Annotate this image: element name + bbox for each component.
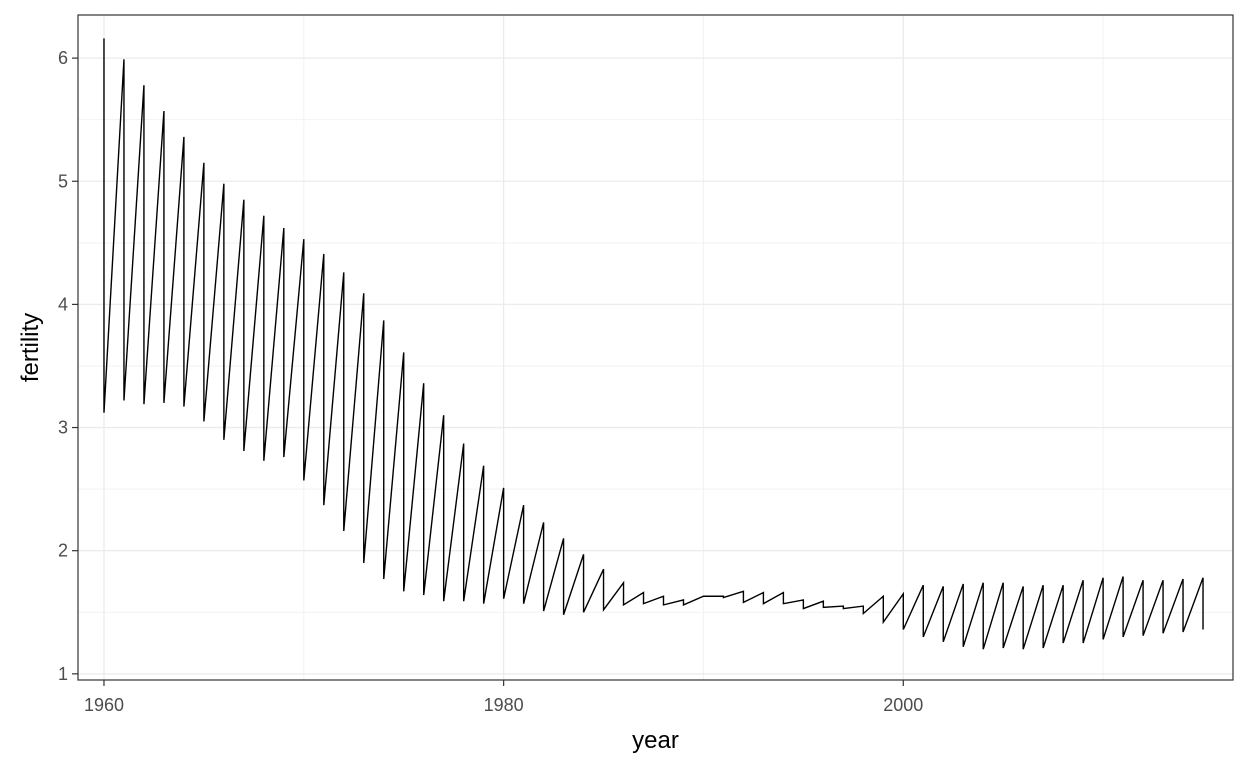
- series-line-0: [103, 38, 1204, 650]
- plot-panel-background: [78, 15, 1233, 680]
- y-tick-label: 6: [58, 48, 68, 68]
- x-tick-label: 1980: [484, 695, 524, 715]
- y-tick-label: 4: [58, 294, 68, 314]
- y-tick-label: 1: [58, 664, 68, 684]
- x-axis-title: year: [632, 727, 679, 754]
- series-layer: [103, 38, 1204, 650]
- x-axis-ticks: 1960 1980 2000: [84, 680, 923, 715]
- x-tick-label: 1960: [84, 695, 124, 715]
- y-tick-label: 3: [58, 418, 68, 438]
- y-tick-label: 5: [58, 171, 68, 191]
- y-axis-ticks: 1 2 3 4 5 6: [58, 48, 78, 684]
- x-tick-label: 2000: [883, 695, 923, 715]
- major-gridlines: [78, 15, 1233, 680]
- y-tick-label: 2: [58, 541, 68, 561]
- y-axis-title: fertility: [17, 313, 44, 382]
- minor-gridlines: [78, 15, 1233, 680]
- plot-panel-border: [77, 14, 1234, 681]
